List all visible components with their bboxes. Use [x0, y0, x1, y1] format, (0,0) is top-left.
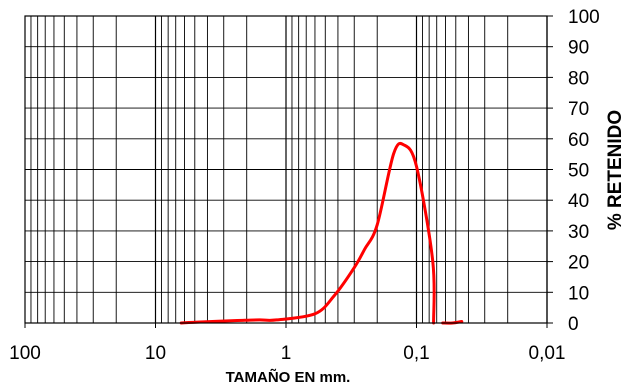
y-tick-label: 100: [568, 7, 600, 28]
x-axis-title: TAMAÑO EN mm.: [226, 368, 351, 385]
series-line-1: [179, 141, 436, 325]
x-tick-label: 10: [145, 343, 166, 364]
x-tick-label: 100: [9, 343, 41, 364]
x-tick-label: 1: [281, 343, 292, 364]
y-tick-label: 30: [568, 222, 589, 243]
y-tick-label: 20: [568, 253, 589, 274]
y-tick-labels: 0 10 20 30 40 50 60 70 80 90 100: [568, 7, 600, 335]
y-tick-label: 0: [568, 314, 579, 335]
x-tick-label: 0,01: [529, 343, 566, 364]
y-tick-label: 10: [568, 283, 589, 304]
plot-area-border: [24, 15, 548, 324]
y-tick-label: 50: [568, 161, 589, 182]
y-tick-label: 40: [568, 191, 589, 212]
x-tick-label: 0,1: [403, 343, 429, 364]
y-axis-title: % RETENIDO: [605, 110, 626, 230]
y-tick-label: 60: [568, 130, 589, 151]
y-tick-label: 90: [568, 38, 589, 59]
y-tick-label: 80: [568, 68, 589, 89]
y-tick-label: 70: [568, 99, 589, 120]
x-tick-labels: 100 10 1 0,1 0,01: [9, 343, 565, 364]
